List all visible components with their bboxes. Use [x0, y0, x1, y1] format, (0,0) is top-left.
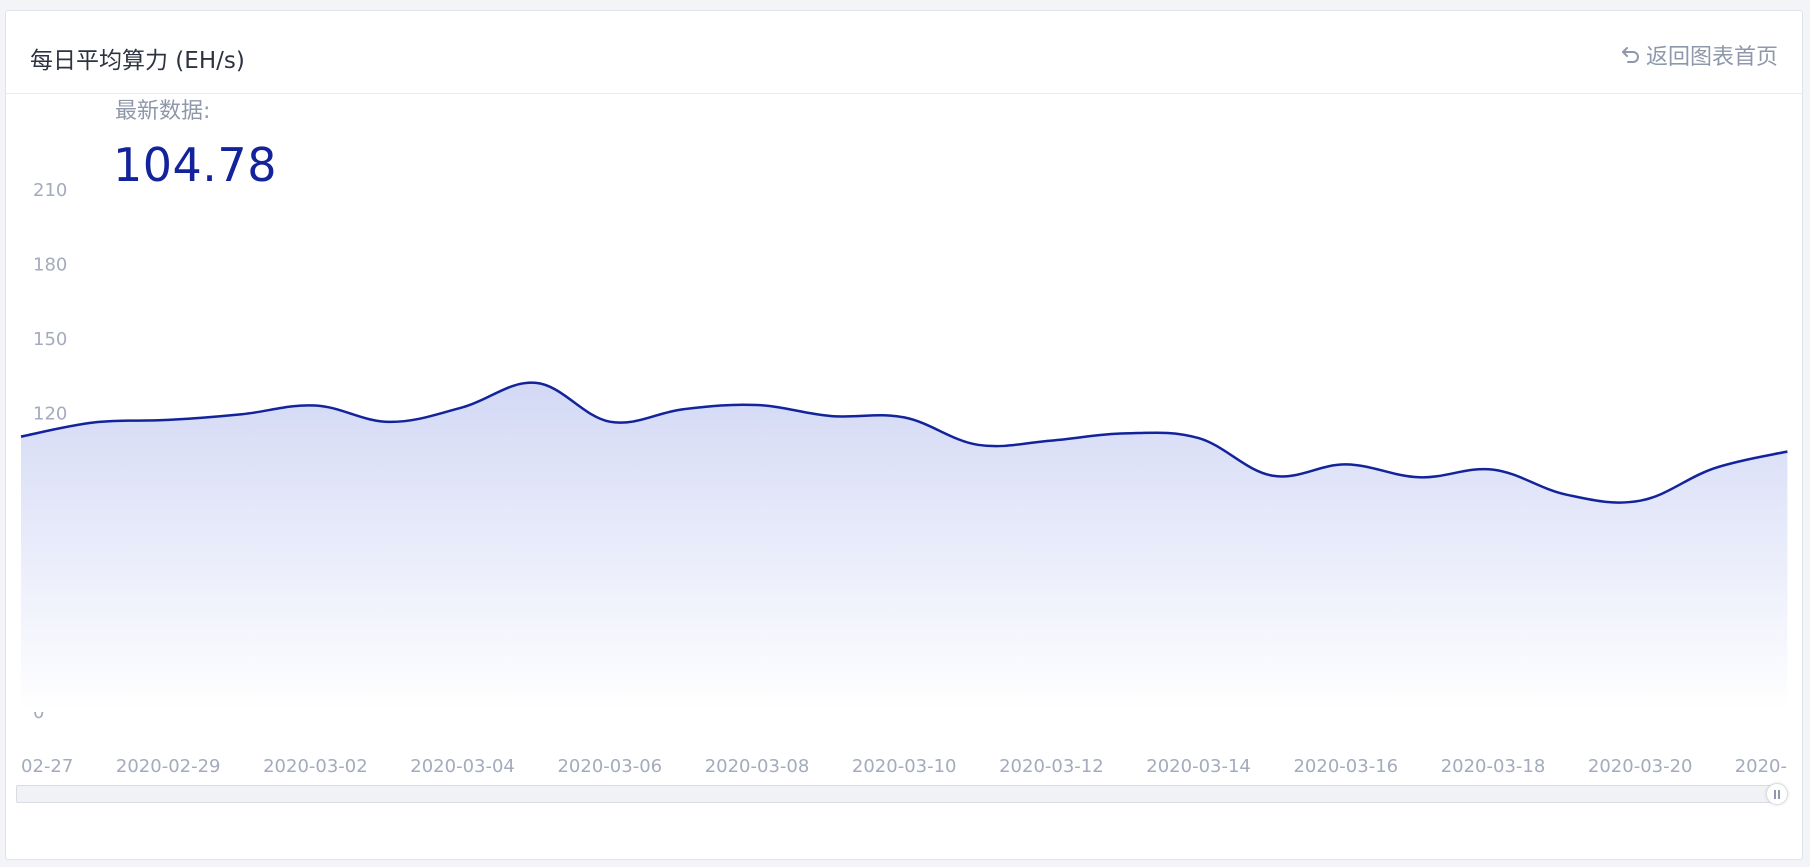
data-zoom-slider-handle[interactable]: [1766, 783, 1788, 805]
x-tick-label: 2020-02-29: [116, 756, 221, 777]
data-zoom-slider-track[interactable]: [16, 785, 1778, 803]
x-tick-label: 2020-03-02: [263, 756, 368, 777]
y-tick-label: 150: [33, 329, 67, 350]
series-area: [21, 382, 1788, 712]
x-tick-label: 2020-03-20: [1588, 756, 1693, 777]
x-tick-label: 02-27: [21, 756, 73, 777]
x-tick-label: 2020-03-04: [410, 756, 515, 777]
back-to-charts-link[interactable]: 返回图表首页: [1620, 39, 1778, 71]
x-tick-label: 2020-03-08: [705, 756, 810, 777]
x-tick-label: 2020-03-10: [852, 756, 957, 777]
back-link-label: 返回图表首页: [1645, 45, 1778, 70]
latest-data-value: 104.78: [113, 138, 277, 192]
series-line: [20, 381, 1788, 504]
y-tick-label: 120: [33, 404, 67, 425]
x-tick-label: 2020-03-14: [1146, 756, 1251, 777]
y-tick-label: 180: [33, 255, 67, 276]
return-arrow-icon: [1621, 47, 1639, 63]
y-tick-label: 0: [33, 702, 44, 723]
chart-title: 每日平均算力 (EH/s): [30, 48, 245, 74]
x-tick-label: 2020-03-12: [999, 756, 1104, 777]
x-tick-label: 2020-: [1735, 756, 1787, 777]
x-tick-label: 2020-03-18: [1441, 756, 1546, 777]
y-tick-label: 210: [33, 180, 67, 201]
latest-data-label: 最新数据:: [115, 99, 211, 124]
card-header: 每日平均算力 (EH/s) 返回图表首页: [6, 11, 1802, 94]
x-tick-label: 2020-03-06: [557, 756, 662, 777]
x-tick-label: 2020-03-16: [1293, 756, 1398, 777]
